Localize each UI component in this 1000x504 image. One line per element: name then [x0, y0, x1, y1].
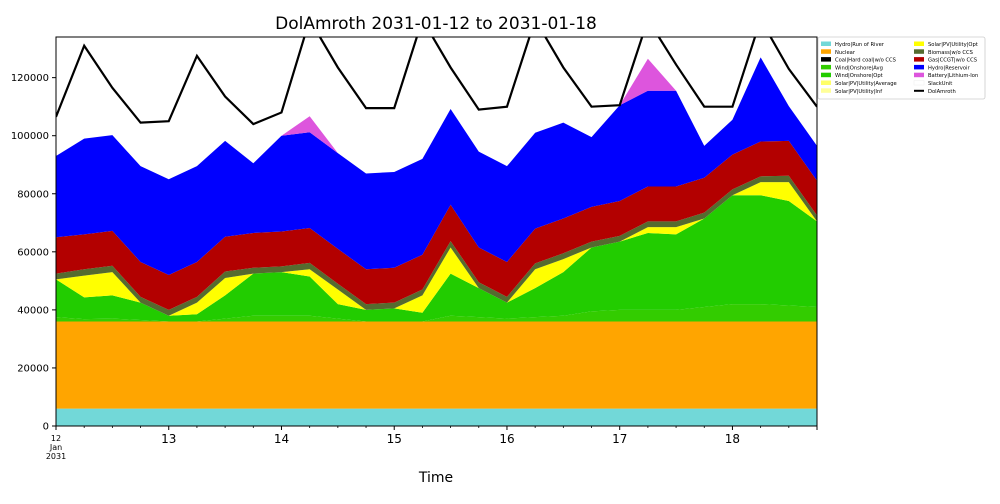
legend-swatch	[914, 64, 924, 70]
y-tick-label: 100000	[11, 131, 49, 142]
legend-label: Wind|Onshore|Avg	[835, 65, 883, 71]
legend-label: Battery|Lithium-Ion	[928, 73, 978, 79]
area-series-7	[56, 182, 817, 316]
legend-box	[817, 36, 986, 100]
y-tick-label: 80000	[17, 189, 49, 200]
legend-label: Hydro|Reservoir	[928, 65, 970, 71]
legend-swatch	[914, 41, 924, 46]
legend-swatch	[821, 49, 831, 54]
area-series-8	[56, 175, 817, 316]
areas-layer	[56, 57, 817, 426]
x-tick-label: Jan	[49, 443, 62, 452]
legend-swatch	[914, 57, 924, 62]
area-series-0	[56, 408, 817, 426]
legend-label: Nuclear	[835, 50, 856, 56]
line-layer	[56, 37, 817, 126]
area-series-9	[56, 140, 817, 310]
legend-label: Biomass|w/o CCS	[928, 50, 973, 56]
legend-label: SlackUnit	[928, 81, 952, 87]
legend-swatch	[821, 41, 831, 46]
legend-label: Solar|PV|Utility|Inf	[835, 89, 882, 95]
x-tick-label: 17	[612, 432, 627, 446]
legend-label: Hydro|Run of River	[835, 42, 885, 48]
area-series-4	[56, 195, 817, 322]
legend-swatch	[821, 80, 831, 85]
x-tick-label: 12	[51, 434, 61, 443]
legend-label: Coal|Hard coal|w/o CCS	[835, 58, 896, 64]
line-series-dolamroth	[56, 37, 817, 126]
y-tick-label: 0	[43, 422, 49, 433]
x-tick-label: 14	[274, 432, 289, 446]
y-tick-label: 60000	[17, 247, 49, 258]
legend-label: Solar|PV|Utility|Average	[835, 81, 897, 87]
legend-swatch	[821, 88, 831, 93]
area-series-10	[56, 57, 817, 276]
y-axis: 0 20000 40000 60000 80000 100000 120000	[11, 73, 56, 433]
x-axis-label: Time	[418, 470, 453, 486]
legend-label: Solar|PV|Utility|Opt	[928, 42, 978, 48]
x-tick-label: 18	[725, 432, 740, 446]
chart-title: DolAmroth 2031-01-12 to 2031-01-18	[275, 14, 597, 34]
legend-label: DolAmroth	[928, 89, 956, 95]
legend-swatch	[821, 72, 831, 78]
legend: Hydro|Run of River Nuclear Coal|Hard coal|…	[817, 36, 986, 100]
plot-frame	[55, 36, 818, 427]
y-tick-label: 20000	[17, 363, 49, 374]
y-tick-label: 120000	[11, 73, 49, 84]
x-tick-label: 13	[161, 432, 176, 446]
area-series-1	[56, 321, 817, 409]
legend-label: Wind|Onshore|Opt	[835, 73, 883, 79]
legend-swatch	[913, 80, 925, 86]
legend-label: Gas|CCGT|w/o CCS	[928, 58, 977, 64]
legend-swatch	[914, 49, 924, 54]
legend-swatch	[821, 57, 831, 62]
y-tick-label: 40000	[17, 305, 49, 316]
legend-swatch	[914, 72, 924, 78]
x-tick-label: 2031	[46, 452, 66, 461]
area-series-3	[56, 304, 817, 322]
x-tick-label: 15	[387, 432, 402, 446]
x-tick-label: 16	[499, 432, 514, 446]
legend-swatch	[821, 64, 831, 70]
